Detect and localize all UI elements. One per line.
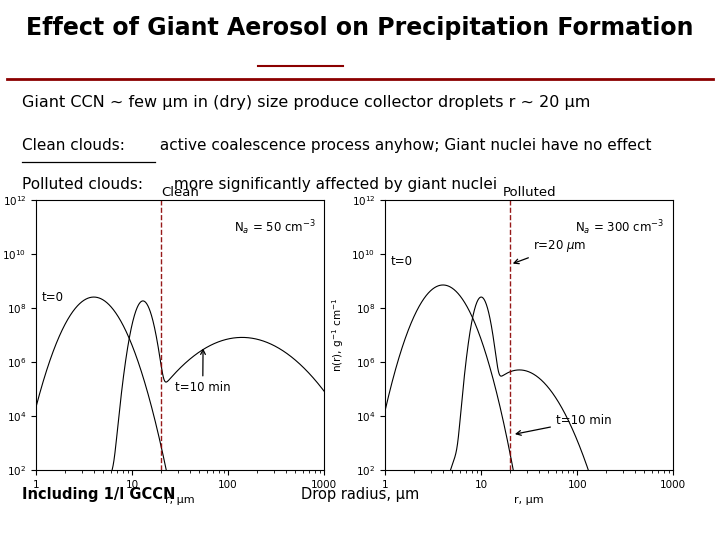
Text: t=0: t=0	[42, 291, 64, 303]
X-axis label: r, μm: r, μm	[514, 495, 544, 505]
Text: t=0: t=0	[391, 255, 413, 268]
Text: Clean clouds:: Clean clouds:	[22, 138, 125, 152]
Y-axis label: n(r), g$^{-1}$ cm$^{-1}$: n(r), g$^{-1}$ cm$^{-1}$	[330, 298, 346, 372]
Text: more significantly affected by giant nuclei: more significantly affected by giant nuc…	[169, 177, 498, 192]
Text: Giant CCN ~ few μm in (dry) size produce collector droplets r ~ 20 μm: Giant CCN ~ few μm in (dry) size produce…	[22, 96, 590, 110]
Text: t=10 min: t=10 min	[175, 350, 230, 394]
Text: N$_a$ = 50 cm$^{-3}$: N$_a$ = 50 cm$^{-3}$	[233, 219, 315, 238]
Text: r=20 $\mu$m: r=20 $\mu$m	[514, 238, 587, 264]
Title: Polluted: Polluted	[503, 186, 556, 199]
Text: Polluted clouds:: Polluted clouds:	[22, 177, 143, 192]
Text: Effect of Giant Aerosol on Precipitation Formation: Effect of Giant Aerosol on Precipitation…	[26, 16, 694, 40]
Text: N$_a$ = 300 cm$^{-3}$: N$_a$ = 300 cm$^{-3}$	[575, 219, 665, 238]
Text: t=10 min: t=10 min	[516, 414, 611, 435]
Text: Drop radius, μm: Drop radius, μm	[301, 487, 419, 502]
Text: Including 1/l GCCN: Including 1/l GCCN	[22, 487, 175, 502]
Text: active coalescence process anyhow; Giant nuclei have no effect: active coalescence process anyhow; Giant…	[155, 138, 652, 152]
Title: Clean: Clean	[161, 186, 199, 199]
X-axis label: r, μm: r, μm	[165, 495, 195, 505]
